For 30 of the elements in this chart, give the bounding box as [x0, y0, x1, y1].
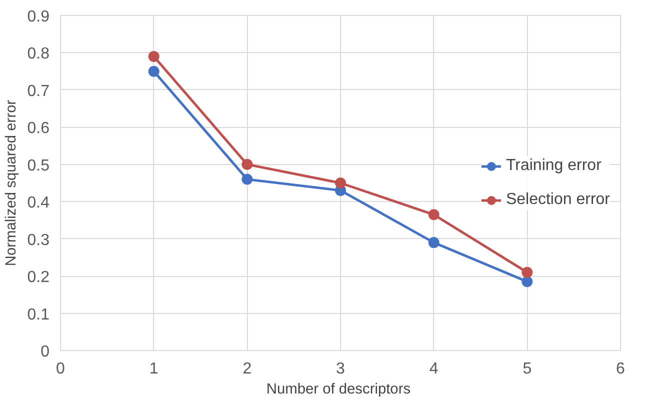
x-tick-label: 2	[242, 360, 252, 378]
point	[242, 158, 253, 170]
x-tick-label: 3	[336, 360, 346, 378]
y-tick-label: 0.7	[27, 82, 50, 100]
x-tick-label: 0	[56, 360, 66, 378]
y-tick-label: 0.6	[27, 120, 50, 138]
point	[335, 178, 346, 188]
x-tick-label: 5	[522, 360, 532, 378]
point	[242, 174, 253, 185]
point	[148, 50, 160, 62]
y-tick-label: 0.8	[27, 46, 50, 63]
x-tick-label: 6	[616, 360, 626, 378]
y-axis-title: Normalized squared error	[3, 100, 20, 266]
point	[522, 276, 533, 288]
y-tick-label: 0.4	[27, 194, 50, 212]
x-tick-label: 4	[429, 360, 438, 378]
point	[148, 66, 160, 77]
y-tick-label: 0.5	[27, 157, 50, 174]
y-tick-label: 0.9	[27, 8, 50, 26]
point	[428, 209, 440, 220]
y-tick-label: 0	[40, 344, 50, 360]
x-axis-title: Number of descriptors	[266, 382, 411, 398]
y-tick-label: 0.2	[27, 269, 50, 286]
legend-label: Selection error	[506, 190, 610, 208]
y-tick-label: 0.3	[27, 232, 50, 249]
x-tick-label: 1	[149, 360, 158, 378]
point	[428, 237, 440, 248]
y-tick-label: 0.1	[27, 306, 50, 324]
point	[522, 266, 533, 278]
legend-label: Training error	[506, 156, 602, 174]
